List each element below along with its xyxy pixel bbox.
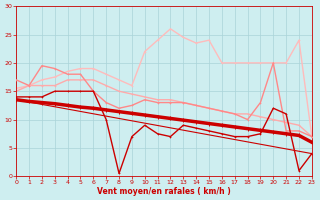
X-axis label: Vent moyen/en rafales ( km/h ): Vent moyen/en rafales ( km/h )	[97, 187, 231, 196]
